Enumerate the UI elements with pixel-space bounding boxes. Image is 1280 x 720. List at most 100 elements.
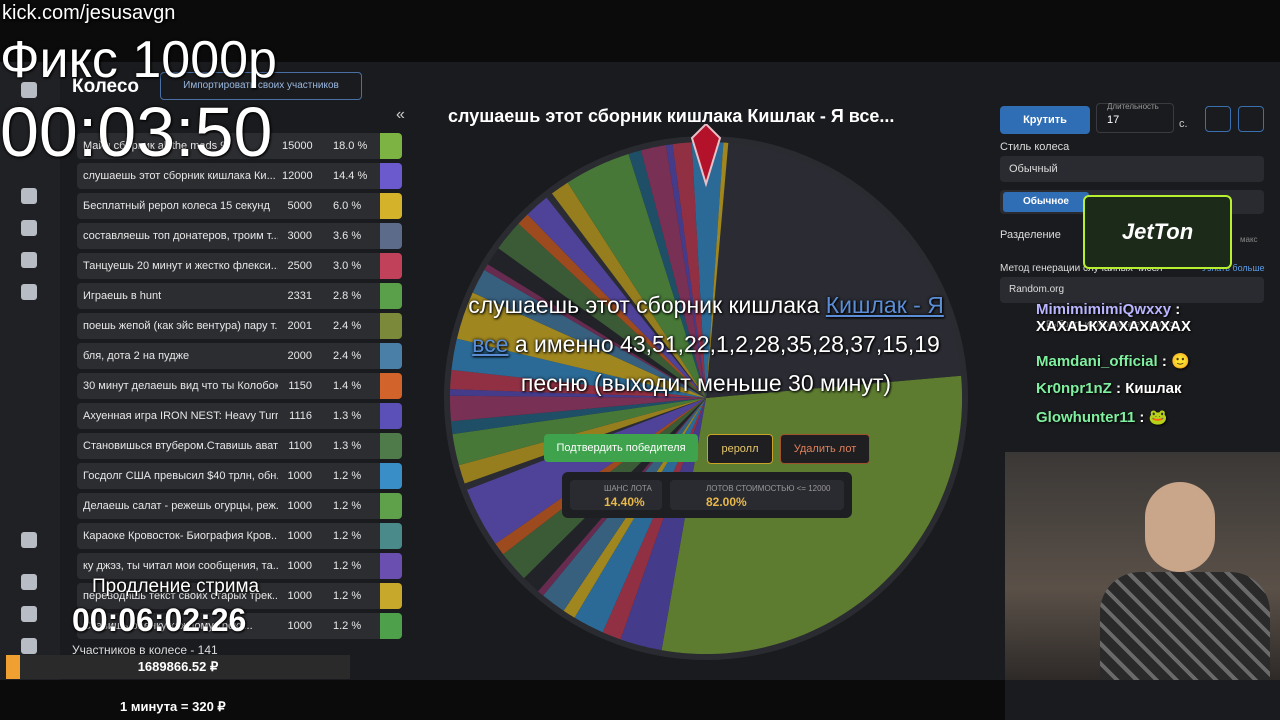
icon[interactable] [21,252,37,268]
lot-color [380,223,402,249]
stat-value: 82.00% [706,495,747,509]
webcam-person [1100,572,1270,680]
lot-color [380,523,402,549]
chat-message: Mamdani_official : 🙂 [1036,353,1190,370]
icon[interactable] [21,606,37,622]
wheel-slice [628,150,706,398]
timer: 00:03:50 [0,93,273,171]
webcam-person [1145,482,1215,572]
lot-row: слушаешь этот сборник кишлака Ки... 12000… [77,163,402,189]
music-button[interactable] [1238,106,1264,132]
lot-percent: 3.6 % [333,230,362,242]
wheel-slice [691,142,724,398]
rng-link[interactable]: Узнать больше [1202,263,1265,273]
bottom-bar [0,680,1005,720]
style-select[interactable]: Обычный [1000,156,1264,182]
chat-text: Кишлак [1125,380,1182,397]
lot-name: переводишь текст своих старых трек... [83,590,278,602]
split-label: Разделение [1000,229,1061,241]
lot-percent: 1.2 % [333,470,362,482]
wheel-slice [567,153,706,398]
lot-row: Ставишь оценку каждому треку... 1000 1.2 % [77,613,402,639]
stat-card: ШАНС ЛОТА 14.40% [570,480,662,510]
lot-percent: 1.2 % [333,590,362,602]
lot-amount: 5000 [287,200,312,212]
lot-color [380,253,402,279]
chat-user: MimimimimiQwxxy [1036,301,1172,318]
lot-percent: 6.0 % [333,200,362,212]
lot-name: Бесплатный рерол колеса 15 секунд [83,200,270,212]
chat-message: Kr0npr1nZ : Кишлак [1036,380,1182,397]
wheel-slice [484,264,706,398]
wheel-slice [451,398,706,435]
lot-name: составляешь топ донатеров, троим т... [83,230,278,242]
confirm-button[interactable]: Подтвердить победителя [544,434,698,462]
lot-row: составляешь топ донатеров, троим т... 300… [77,223,402,249]
icon[interactable] [21,188,37,204]
winner-link[interactable]: Кишлак - Я все [472,292,944,357]
wheel-shade [450,142,962,654]
wheel-slice [451,338,706,398]
winner-text: слушаешь этот сборник кишлака Кишлак - Я… [450,286,962,403]
icon[interactable] [21,532,37,548]
lot-amount: 1150 [288,380,312,392]
extension-timer: 00:06:02:26 [72,602,247,638]
lot-name: Караоке Кровосток- Биография Кров... [83,530,278,542]
image-hint[interactable]: Выбрать изображение в колесе [1046,319,1179,329]
lot-color [380,553,402,579]
lot-percent: 18.0 % [333,140,368,152]
wheel-slice [450,369,706,398]
duration-input[interactable]: Длительность 17 [1096,102,1174,133]
lot-row: переводишь текст своих старых трек... 100… [77,583,402,609]
lot-row: Госдолг США превысил $40 трлн, обн... 100… [77,463,402,489]
stat-value: 14.40% [604,495,645,509]
lot-name: Играешь в hunt [83,290,162,302]
stat-label: ЛОТОВ СТОИМОСТЬЮ <= 12000 [706,484,831,493]
top-bar [0,0,1280,62]
fix-price: Фикс 1000р [0,31,277,89]
lot-row: бля, дота 2 на пудже 2000 2.4 % [77,343,402,369]
icon[interactable] [21,284,37,300]
delete-button[interactable]: Удалить лот [780,434,870,464]
lot-amount: 12000 [282,170,313,182]
wheel-slice [706,142,962,398]
lot-name: ку джэз, ты читал мои сообщения, та... [83,560,278,572]
progress-fill [6,655,20,679]
lot-color [380,313,402,339]
duration-value: 17 [1107,114,1120,126]
lot-percent: 1.3 % [333,410,362,422]
dice-button[interactable] [1205,106,1231,132]
lot-row: Играешь в hunt 2331 2.8 % [77,283,402,309]
lot-amount: 15000 [282,140,313,152]
lot-row: Танцуешь 20 минут и жестко флекси... 2500… [77,253,402,279]
icon[interactable] [21,220,37,236]
duration-unit: с. [1179,118,1188,130]
lot-name: 30 минут делаешь вид что ты Колобок... [83,380,278,392]
lot-amount: 2331 [287,290,312,302]
reroll-button[interactable]: реролл [707,434,773,464]
stat-label: ШАНС ЛОТА [604,484,652,493]
icon[interactable] [21,574,37,590]
wheel-slice [546,193,706,398]
lot-amount: 1000 [287,560,312,572]
lot-name: бля, дота 2 на пудже [83,350,190,362]
icon[interactable] [21,82,37,98]
chat-text: 🙂 [1171,353,1190,370]
webcam [1005,452,1280,680]
mode-tab[interactable]: Обычное [1003,192,1089,212]
icon[interactable] [21,638,37,654]
chat-text: 🐸 [1148,409,1168,426]
lot-percent: 2.8 % [333,290,362,302]
lot-percent: 1.4 % [333,380,362,392]
wheel-slice [450,389,706,398]
lot-color [380,463,402,489]
spin-button[interactable]: Крутить [1000,106,1090,134]
winner-text: слушаешь этот сборник кишлака [468,292,820,318]
wheel-slice [498,223,706,398]
wheel-slice [472,270,706,398]
lot-row: поешь жепой (как эйс вентура) пару т... 2… [77,313,402,339]
collapse-button[interactable]: « [396,106,405,123]
rng-select[interactable]: Random.org [1000,277,1264,303]
import-button[interactable]: Импортировать своих участников [160,72,362,100]
